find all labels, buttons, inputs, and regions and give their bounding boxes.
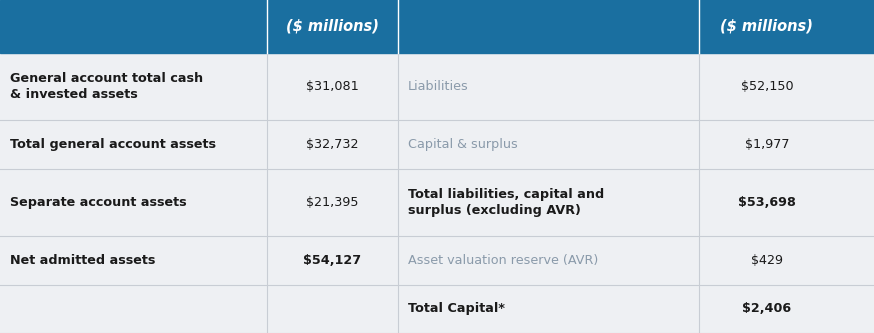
Text: $429: $429: [751, 254, 783, 267]
Bar: [0, 0, 874, 53]
Text: ($ millions): ($ millions): [720, 19, 814, 34]
Bar: [0, 169, 874, 236]
Text: ($ millions): ($ millions): [286, 19, 378, 34]
Text: Total liabilities, capital and
surplus (excluding AVR): Total liabilities, capital and surplus (…: [408, 188, 605, 217]
Bar: [0, 285, 874, 333]
Text: $31,081: $31,081: [306, 80, 358, 93]
Text: Net admitted assets: Net admitted assets: [10, 254, 156, 267]
Bar: [0, 53, 874, 120]
Text: $54,127: $54,127: [303, 254, 361, 267]
Bar: [0, 120, 874, 169]
Text: $2,406: $2,406: [742, 302, 792, 315]
Text: $53,698: $53,698: [738, 196, 796, 209]
Text: $21,395: $21,395: [306, 196, 358, 209]
Bar: [0, 236, 874, 285]
Text: Asset valuation reserve (AVR): Asset valuation reserve (AVR): [408, 254, 599, 267]
Text: Separate account assets: Separate account assets: [10, 196, 187, 209]
Text: General account total cash
& invested assets: General account total cash & invested as…: [10, 72, 204, 101]
Text: $32,732: $32,732: [306, 138, 358, 151]
Text: Total Capital*: Total Capital*: [408, 302, 505, 315]
Text: $1,977: $1,977: [745, 138, 789, 151]
Text: Capital & surplus: Capital & surplus: [408, 138, 518, 151]
Text: $52,150: $52,150: [740, 80, 794, 93]
Text: Total general account assets: Total general account assets: [10, 138, 217, 151]
Text: Liabilities: Liabilities: [408, 80, 469, 93]
